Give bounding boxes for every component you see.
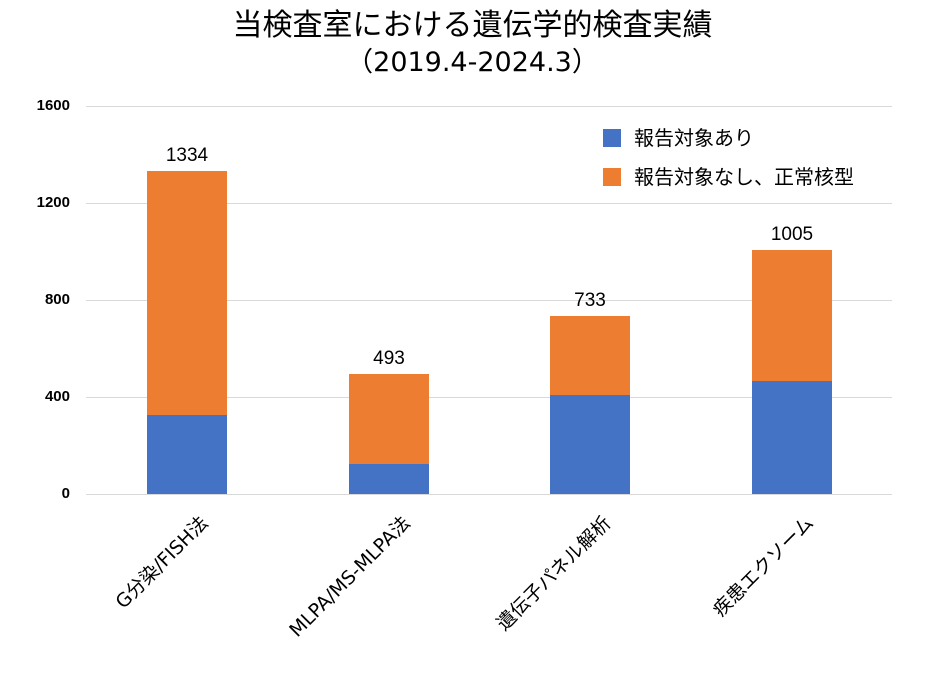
legend-label: 報告対象あり [634,126,754,150]
legend-swatch-blue-icon [603,129,621,147]
legend-item-reportable: 報告対象あり [603,120,854,156]
legend-swatch-orange-icon [603,168,621,186]
bar-segment-not-reportable [550,316,630,396]
x-axis-category-label: 遺伝子パネル解析 [492,512,616,636]
y-tick-label: 800 [44,291,70,308]
gridline [86,494,892,495]
legend-label: 報告対象なし、正常核型 [634,165,854,189]
legend-item-not-reportable: 報告対象なし、正常核型 [603,159,854,195]
x-axis-category-label: 疾患エクソーム [708,512,818,622]
bar-total-label: 1005 [770,224,814,246]
y-tick-label: 400 [44,388,70,405]
bar-total-label: 1334 [165,144,209,166]
y-tick-label: 0 [61,485,70,502]
bar-segment-not-reportable [349,374,429,464]
bar-segment-reportable [147,414,227,494]
bar-stack [550,316,630,494]
y-tick-label: 1600 [36,97,70,114]
bar-stack [147,170,227,494]
y-tick-label: 1200 [36,194,70,211]
bar-total-label: 493 [373,348,405,370]
gridline [86,300,892,301]
bar-stack [752,250,832,494]
bar-segment-reportable [550,395,630,494]
gridline [86,106,892,107]
legend: 報告対象あり 報告対象なし、正常核型 [603,120,854,198]
chart-title: 当検査室における遺伝学的検査実績 [232,8,713,43]
gridline [86,203,892,204]
chart-subtitle: （2019.4-2024.3） [346,47,599,78]
bar-stack [349,374,429,494]
x-axis-category-label: G分染/FISH法 [111,512,213,614]
bar-segment-not-reportable [147,170,227,415]
gridline [86,397,892,398]
x-axis-category-label: MLPA/MS-MLPA法 [285,512,415,642]
bar-segment-not-reportable [752,250,832,381]
bar-total-label: 733 [574,290,606,312]
bar-segment-reportable [752,380,832,494]
bar-segment-reportable [349,463,429,494]
